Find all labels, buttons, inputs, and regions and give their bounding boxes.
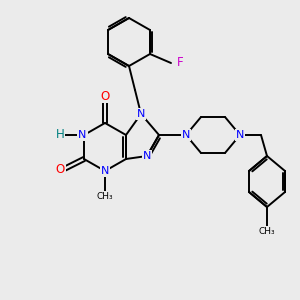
Text: H: H: [56, 128, 64, 142]
Text: O: O: [56, 163, 64, 176]
Text: F: F: [177, 56, 183, 70]
Text: N: N: [143, 151, 151, 161]
Text: CH₃: CH₃: [97, 192, 113, 201]
Text: N: N: [236, 130, 244, 140]
Text: O: O: [100, 89, 109, 103]
Text: CH₃: CH₃: [259, 226, 275, 236]
Text: N: N: [78, 130, 87, 140]
Text: N: N: [182, 130, 190, 140]
Text: N: N: [101, 166, 109, 176]
Text: N: N: [137, 109, 145, 119]
